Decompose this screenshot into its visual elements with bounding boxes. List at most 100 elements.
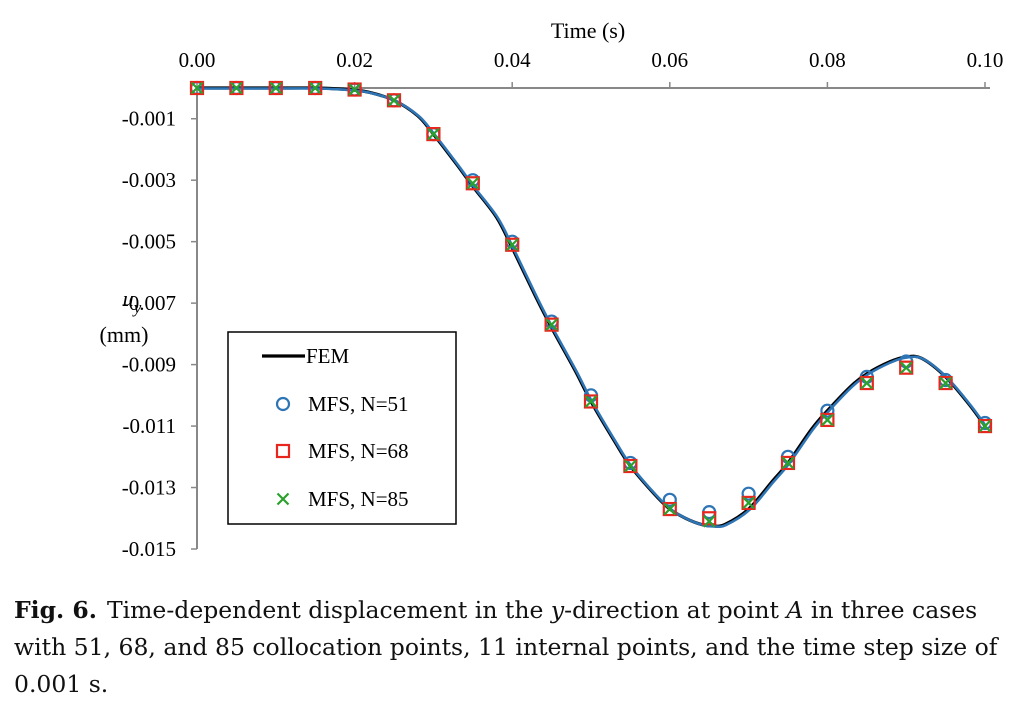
data-point-mfs-n68 <box>544 317 559 332</box>
y-tick-label: -0.003 <box>122 168 176 192</box>
y-tick-label: -0.011 <box>123 414 176 438</box>
data-point-mfs-n85-stroke-b <box>387 94 401 107</box>
y-tick-label: -0.005 <box>122 230 176 254</box>
data-point-mfs-n68 <box>859 375 874 391</box>
y-axis-title-subscript: y <box>132 298 142 317</box>
data-point-mfs-n85 <box>308 81 322 95</box>
plot-markers <box>189 80 993 528</box>
y-axis-title-symbol: u <box>123 286 134 311</box>
data-point-mfs-n85-stroke-b <box>821 413 834 427</box>
data-point-mfs-n51 <box>820 403 835 418</box>
legend-label-mfs-n51: MFS, N=51 <box>308 392 409 416</box>
data-point-mfs-n68 <box>702 511 717 526</box>
data-point-mfs-n85-stroke-b <box>348 83 361 96</box>
data-point-mfs-n51 <box>741 486 756 501</box>
caption-var-a: A <box>786 596 804 624</box>
data-point-mfs-n85 <box>230 81 243 95</box>
data-point-mfs-n68 <box>977 418 993 434</box>
legend-swatch-mfs-n51 <box>275 396 291 412</box>
data-point-mfs-n85 <box>545 318 558 331</box>
x-tick-label: 0.08 <box>809 48 846 72</box>
data-point-mfs-n85-stroke-b <box>860 376 874 390</box>
data-point-mfs-n68 <box>268 80 283 96</box>
data-point-mfs-n68 <box>780 455 796 471</box>
data-point-mfs-n85 <box>781 456 795 470</box>
data-point-mfs-n68 <box>820 412 835 428</box>
data-point-mfs-n85-stroke-b <box>702 515 716 528</box>
data-point-mfs-n68 <box>229 80 244 96</box>
data-point-mfs-n85-stroke-b <box>781 456 795 470</box>
data-point-mfs-n85 <box>505 238 519 252</box>
y-axis: -0.001 -0.003 -0.005 -0.007 -0.009 -0.011 -0.0… <box>122 88 198 561</box>
data-point-mfs-n68 <box>189 80 205 96</box>
data-point-mfs-n85 <box>821 413 834 427</box>
data-point-mfs-n85 <box>939 376 952 390</box>
data-point-mfs-n68 <box>623 458 638 474</box>
legend-box <box>227 331 457 525</box>
x-tick-label: 0.06 <box>651 48 688 72</box>
data-point-mfs-n68 <box>938 375 953 391</box>
data-point-mfs-n85-stroke-b <box>466 176 480 190</box>
x-tick-label: 0.04 <box>494 48 531 72</box>
legend-label-fem: FEM <box>306 344 350 368</box>
data-point-mfs-n85-stroke-b <box>230 81 243 95</box>
data-point-mfs-n85 <box>978 419 992 433</box>
data-point-mfs-n68 <box>308 80 323 96</box>
data-point-mfs-n85 <box>387 94 401 107</box>
caption-label: Fig. 6. <box>14 596 97 624</box>
data-point-mfs-n68 <box>386 93 402 108</box>
legend-label-mfs-n68: MFS, N=68 <box>308 439 409 463</box>
data-point-mfs-n85 <box>702 515 716 528</box>
data-point-mfs-n68 <box>583 394 599 409</box>
data-point-mfs-n85-stroke-b <box>545 318 558 331</box>
data-point-mfs-n85 <box>624 459 637 473</box>
data-point-mfs-n51 <box>662 492 677 507</box>
y-tick-label: -0.015 <box>122 537 176 561</box>
data-point-mfs-n85 <box>190 81 204 95</box>
legend: FEM MFS, N=51 MFS, N=68 MFS, N=85 <box>227 331 457 525</box>
data-point-mfs-n68 <box>899 360 914 375</box>
data-point-mfs-n85-stroke-b <box>899 361 913 374</box>
data-point-mfs-n85 <box>427 127 440 141</box>
caption-var-y: y <box>550 596 565 624</box>
data-point-mfs-n85 <box>742 496 755 510</box>
data-point-mfs-n68 <box>741 495 756 510</box>
data-point-mfs-n85-stroke-b <box>978 419 992 433</box>
x-tick-label: 0.10 <box>967 48 1004 72</box>
data-point-mfs-n85-stroke-b <box>190 81 204 95</box>
y-tick-label: -0.013 <box>122 476 176 500</box>
y-tick-label: -0.001 <box>122 107 176 131</box>
x-axis-title: Time (s) <box>551 18 625 43</box>
data-point-mfs-n85 <box>584 395 598 408</box>
data-point-mfs-n85 <box>899 361 913 374</box>
data-point-mfs-n85-stroke-b <box>742 496 755 510</box>
legend-label-mfs-n85: MFS, N=85 <box>308 487 409 511</box>
data-point-mfs-n85-stroke-b <box>939 376 952 390</box>
data-point-mfs-n85 <box>348 83 361 96</box>
data-point-mfs-n85-stroke-b <box>505 238 519 252</box>
x-axis: 0.00 0.02 0.04 0.06 0.08 0.10 <box>179 48 1004 89</box>
data-point-mfs-n85-stroke-b <box>308 81 322 95</box>
y-axis-title: uy <box>123 286 142 317</box>
data-point-mfs-n85-stroke-b <box>624 459 637 473</box>
data-point-mfs-n85 <box>269 81 283 95</box>
y-axis-unit: (mm) <box>100 322 149 347</box>
y-tick-label: -0.007 <box>122 291 176 315</box>
data-point-mfs-n85-stroke-b <box>269 81 283 95</box>
data-point-mfs-n68 <box>347 82 362 97</box>
data-point-mfs-n68 <box>505 237 520 252</box>
y-tick-label: -0.009 <box>122 353 176 377</box>
data-point-mfs-n85-stroke-b <box>427 127 440 141</box>
caption-text-2: -direction at point <box>564 596 787 624</box>
figure-caption: Fig. 6. Time-dependent displacement in th… <box>14 592 1014 703</box>
x-tick-label: 0.02 <box>336 48 373 72</box>
data-point-mfs-n68 <box>465 176 480 191</box>
legend-swatch-mfs-n85-stroke-b <box>276 492 290 506</box>
data-point-mfs-n68 <box>426 127 441 142</box>
legend-swatch-mfs-n68 <box>275 443 291 459</box>
data-point-mfs-n85-stroke-b <box>584 395 598 408</box>
data-point-mfs-n68 <box>662 501 677 517</box>
caption-text-3: in three cases with 51, 68, and 85 collo… <box>14 596 998 698</box>
caption-text-1: Time-dependent displacement in the <box>106 596 551 624</box>
data-point-mfs-n85 <box>860 376 874 390</box>
